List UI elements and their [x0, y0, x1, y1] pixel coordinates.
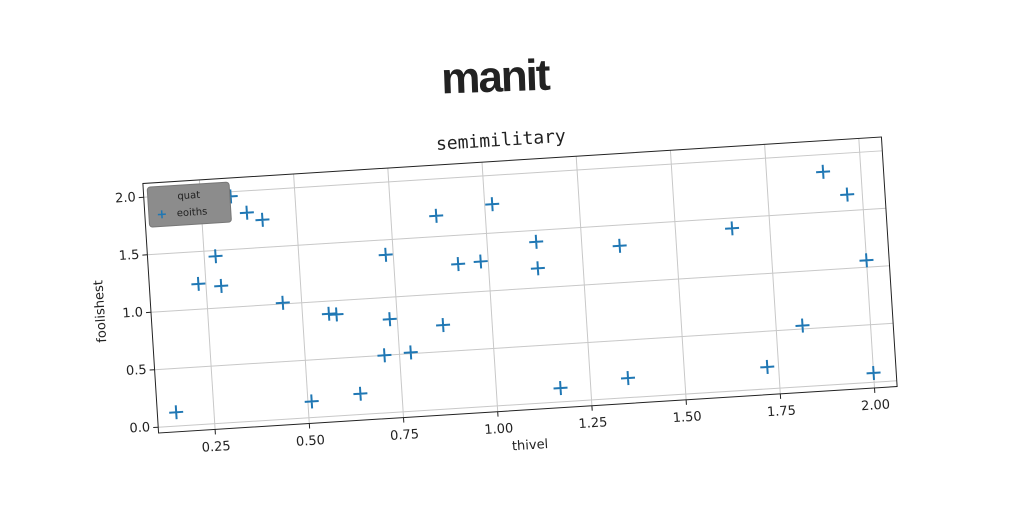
scatter-point — [795, 318, 810, 333]
plot-area: semimilitary thivel foolishest 0.25 0.50 0… — [91, 126, 898, 456]
scatter-point — [725, 221, 740, 236]
scatter-point — [378, 247, 393, 262]
scatter-point — [620, 371, 636, 386]
x-tick-label: 0.75 — [390, 427, 420, 444]
scatter-point — [304, 394, 319, 409]
x-tick-label: 0.50 — [296, 433, 326, 450]
x-tick-label: 1.75 — [767, 403, 797, 420]
legend-label: eoiths — [177, 206, 208, 219]
scatter-point — [473, 254, 488, 269]
scatter-point — [377, 348, 392, 363]
x-tick-label: 2.00 — [861, 398, 891, 415]
scatter-point — [329, 307, 344, 322]
y-axis-label: foolishest — [91, 280, 110, 343]
grid-line — [143, 150, 883, 198]
scatter-point — [866, 365, 881, 381]
scatter-point — [353, 386, 368, 401]
scatter-point — [169, 405, 184, 420]
x-axis-label: thivel — [512, 437, 549, 454]
grid-line — [293, 173, 310, 424]
scatter-point — [816, 164, 831, 179]
scatter-point — [760, 359, 775, 375]
chart-title: manit — [440, 51, 551, 104]
scatter-point — [403, 345, 418, 360]
scatter-point — [208, 249, 223, 264]
grid-line — [481, 162, 499, 412]
legend-title: quat — [177, 190, 200, 202]
grid-line — [669, 150, 687, 400]
scatter-point — [239, 205, 254, 220]
plot-frame — [142, 136, 898, 434]
y-tick-label: 2.0 — [115, 190, 137, 206]
legend: quat eoiths — [146, 181, 232, 228]
scatter-point — [436, 317, 451, 333]
legend-marker — [157, 210, 166, 219]
x-tick-label: 1.25 — [578, 415, 608, 432]
y-tick-label: 0.0 — [129, 420, 151, 436]
scatter-point — [530, 261, 545, 276]
legend-box — [146, 181, 232, 228]
scatter-point — [275, 295, 290, 310]
scatter-point — [321, 306, 336, 321]
scatter-point — [191, 276, 206, 291]
y-tick-label: 0.5 — [125, 363, 147, 379]
grid-line — [575, 156, 593, 406]
scatter-point — [382, 312, 397, 327]
grid-line — [150, 265, 890, 313]
grid-line — [387, 168, 405, 418]
scatter-point — [529, 234, 544, 249]
x-tick-label: 1.00 — [484, 421, 514, 438]
scatter-point — [859, 253, 874, 268]
grid-line — [154, 322, 894, 371]
scatter-point — [429, 208, 444, 223]
y-tick-label: 1.0 — [122, 305, 144, 321]
grid-line — [158, 380, 897, 428]
scatter-point — [840, 187, 855, 202]
y-tick-label: 1.5 — [118, 248, 140, 264]
chart-subtitle: semimilitary — [435, 126, 566, 155]
scatter-point — [612, 238, 627, 253]
grid-line — [764, 144, 781, 394]
x-tick-label: 0.25 — [201, 439, 231, 456]
grid-line — [147, 207, 886, 256]
x-tick-label: 1.50 — [672, 409, 702, 426]
scatter-point — [214, 278, 229, 293]
scatter-point — [255, 212, 270, 227]
scatter-point — [553, 381, 568, 396]
scatter-point — [485, 197, 500, 212]
scatter-point — [451, 257, 466, 272]
